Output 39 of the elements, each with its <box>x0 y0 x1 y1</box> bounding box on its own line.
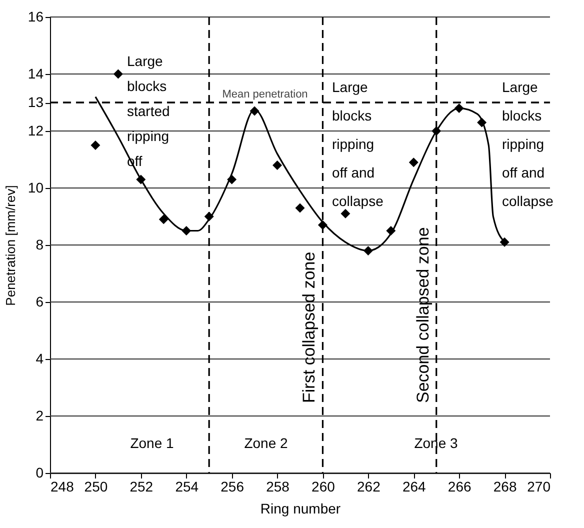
x-tick-label: 268 <box>493 478 517 494</box>
y-tick-label: 6 <box>36 294 44 310</box>
point <box>113 69 123 79</box>
point <box>158 214 168 224</box>
point <box>90 140 100 150</box>
y-tick-label: 12 <box>28 122 44 138</box>
point <box>408 158 418 168</box>
x-tick-label: 256 <box>220 478 244 494</box>
y-axis-title: Penetration [mm/rev] <box>2 185 18 306</box>
y-tick-label: 0 <box>36 464 44 480</box>
x-tick-label: 254 <box>175 478 199 494</box>
x-tick-label: 264 <box>402 478 426 494</box>
y-tick-label: 16 <box>28 8 44 24</box>
point <box>295 203 305 213</box>
x-tick-label: 248 <box>50 478 74 494</box>
annotation: Zone 3 <box>414 435 458 451</box>
point <box>340 208 350 218</box>
y-tick-label: 2 <box>36 408 44 424</box>
y-tick-label: 14 <box>28 66 44 82</box>
ref-line-label: Second collapsed zone <box>413 227 432 403</box>
annotation: Zone 1 <box>130 435 174 451</box>
y-tick-label: 10 <box>28 180 44 196</box>
x-axis-title: Ring number <box>260 500 341 516</box>
x-tick-label: 266 <box>448 478 472 494</box>
point <box>272 160 282 170</box>
x-tick-label: 258 <box>266 478 290 494</box>
y-tick-label: 4 <box>36 350 44 366</box>
ref-line-label: Mean penetration <box>222 88 308 100</box>
x-tick-label: 250 <box>84 478 108 494</box>
annotation: Large blocks ripping off and collapse <box>332 79 384 209</box>
x-tick-label: 252 <box>130 478 154 494</box>
y-tick-label: 8 <box>36 236 44 252</box>
x-tick-label: 260 <box>312 478 336 494</box>
y-tick-label: 13 <box>28 94 44 110</box>
x-tick-label: 262 <box>357 478 381 494</box>
x-tick-label: 270 <box>527 478 551 494</box>
annotation: Large blocks ripping off and collapse <box>502 79 554 209</box>
annotation: Zone 2 <box>244 435 288 451</box>
ref-line-label: First collapsed zone <box>300 252 319 403</box>
